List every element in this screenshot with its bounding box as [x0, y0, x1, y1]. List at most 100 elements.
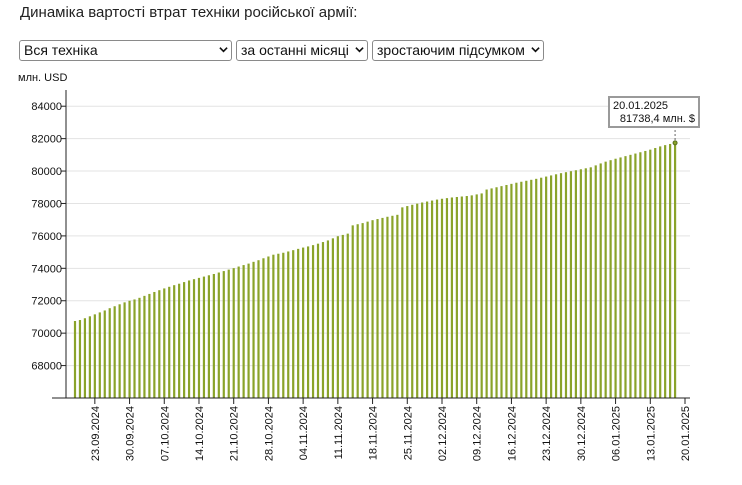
- bar[interactable]: [316, 243, 320, 398]
- bar[interactable]: [545, 176, 548, 398]
- bar[interactable]: [435, 199, 439, 398]
- bar[interactable]: [232, 268, 235, 398]
- bar[interactable]: [302, 247, 305, 398]
- bar[interactable]: [173, 285, 176, 398]
- bar[interactable]: [569, 171, 573, 398]
- bar[interactable]: [282, 252, 285, 398]
- bar[interactable]: [346, 233, 349, 398]
- bar[interactable]: [267, 256, 270, 398]
- bar[interactable]: [426, 201, 429, 398]
- bar[interactable]: [351, 225, 354, 398]
- bar[interactable]: [277, 253, 280, 398]
- bar[interactable]: [163, 288, 166, 398]
- category-select[interactable]: Вся техніка: [19, 40, 232, 61]
- bar[interactable]: [272, 254, 275, 398]
- bar[interactable]: [321, 242, 325, 398]
- bar[interactable]: [257, 260, 260, 398]
- bar[interactable]: [450, 197, 454, 398]
- bar[interactable]: [659, 146, 662, 398]
- bar[interactable]: [673, 142, 677, 398]
- bar[interactable]: [187, 280, 191, 398]
- bar[interactable]: [326, 240, 330, 398]
- bar[interactable]: [396, 214, 399, 398]
- bar[interactable]: [158, 290, 161, 398]
- bar[interactable]: [669, 143, 672, 398]
- bar[interactable]: [371, 220, 374, 398]
- bar[interactable]: [589, 167, 592, 398]
- bar[interactable]: [490, 188, 493, 398]
- bar[interactable]: [391, 215, 394, 398]
- bar[interactable]: [197, 277, 201, 398]
- bar[interactable]: [217, 272, 220, 398]
- bar[interactable]: [356, 224, 359, 398]
- bar[interactable]: [262, 258, 265, 398]
- bar[interactable]: [361, 223, 364, 398]
- bar[interactable]: [505, 184, 508, 398]
- bar[interactable]: [88, 316, 91, 398]
- bar[interactable]: [287, 251, 290, 398]
- bar[interactable]: [550, 175, 553, 398]
- bar[interactable]: [381, 217, 384, 398]
- bar[interactable]: [311, 245, 315, 398]
- bar[interactable]: [664, 145, 667, 398]
- bar[interactable]: [143, 295, 146, 398]
- bar[interactable]: [460, 196, 463, 399]
- bar[interactable]: [465, 196, 468, 398]
- bar[interactable]: [212, 273, 215, 398]
- bar[interactable]: [118, 304, 121, 398]
- bar[interactable]: [336, 236, 339, 398]
- bar[interactable]: [292, 250, 295, 398]
- bar[interactable]: [649, 149, 652, 398]
- bar[interactable]: [406, 206, 409, 398]
- bar[interactable]: [525, 180, 528, 398]
- bar[interactable]: [297, 248, 300, 398]
- bar[interactable]: [168, 286, 171, 398]
- mode-select[interactable]: зростаючим підсумком: [372, 40, 544, 61]
- bar[interactable]: [654, 148, 657, 398]
- bar[interactable]: [430, 200, 434, 398]
- bar[interactable]: [227, 269, 230, 398]
- bar[interactable]: [306, 246, 310, 398]
- bar[interactable]: [138, 297, 141, 398]
- bar[interactable]: [540, 177, 543, 398]
- bar[interactable]: [183, 282, 186, 398]
- bar[interactable]: [237, 266, 240, 398]
- bar[interactable]: [440, 198, 444, 398]
- period-select[interactable]: за останні місяці: [236, 40, 368, 61]
- bar[interactable]: [445, 198, 449, 398]
- bar[interactable]: [455, 196, 458, 398]
- bar[interactable]: [619, 157, 622, 398]
- bar[interactable]: [331, 238, 334, 398]
- bar[interactable]: [93, 314, 96, 398]
- bar[interactable]: [123, 302, 126, 398]
- bar[interactable]: [510, 183, 513, 398]
- bar[interactable]: [341, 234, 344, 398]
- bar[interactable]: [644, 150, 647, 398]
- bar[interactable]: [78, 320, 82, 398]
- bar[interactable]: [554, 174, 558, 398]
- bar[interactable]: [247, 263, 250, 398]
- bar[interactable]: [366, 221, 369, 398]
- bar[interactable]: [202, 276, 206, 398]
- bar[interactable]: [629, 154, 632, 398]
- bar[interactable]: [108, 308, 111, 398]
- bar[interactable]: [416, 203, 419, 398]
- bar[interactable]: [559, 173, 563, 398]
- bar[interactable]: [178, 283, 181, 398]
- bar[interactable]: [113, 306, 116, 398]
- bar[interactable]: [500, 186, 503, 398]
- bar[interactable]: [386, 216, 389, 398]
- bar[interactable]: [153, 291, 156, 398]
- bar[interactable]: [242, 265, 245, 398]
- bar[interactable]: [584, 168, 587, 398]
- bar[interactable]: [599, 163, 602, 398]
- bar[interactable]: [639, 152, 642, 398]
- bar[interactable]: [614, 158, 617, 398]
- bar[interactable]: [574, 170, 577, 398]
- bar[interactable]: [207, 275, 210, 398]
- bar[interactable]: [624, 156, 627, 398]
- bar[interactable]: [515, 182, 518, 398]
- bar[interactable]: [535, 178, 538, 398]
- bar[interactable]: [83, 318, 87, 398]
- bar[interactable]: [470, 195, 473, 398]
